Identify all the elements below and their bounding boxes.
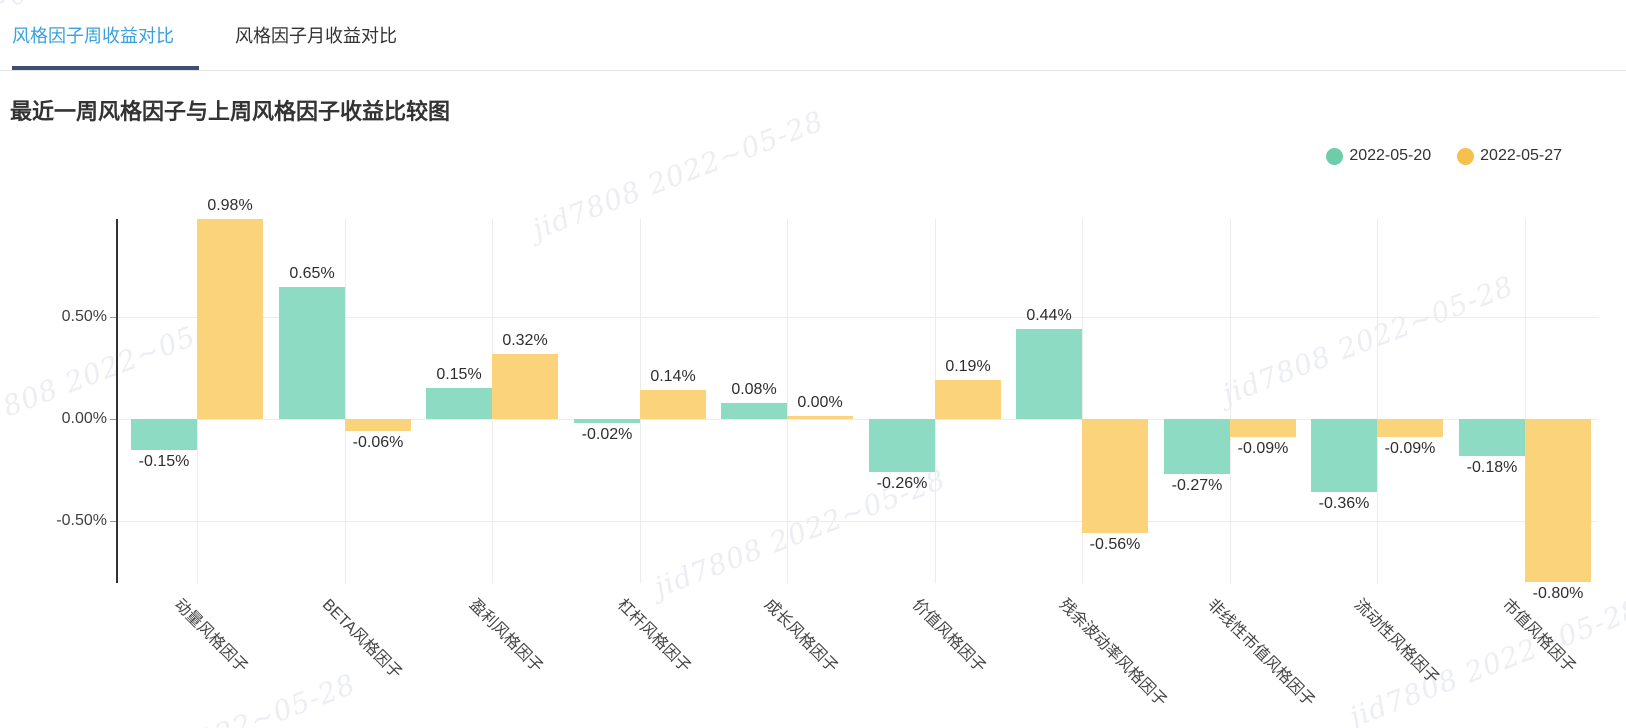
bar-value-label: -0.56% — [1089, 536, 1141, 553]
y-gridline — [117, 521, 1598, 522]
category-gridline — [1082, 219, 1083, 583]
bar-2022-05-27-非线性市值风格因子[interactable] — [1230, 419, 1296, 437]
bar-2022-05-27-盈利风格因子[interactable] — [492, 354, 558, 419]
x-axis-label-非线性市值风格因子: 非线性市值风格因子 — [1203, 596, 1318, 711]
chart-title: 最近一周风格因子与上周风格因子收益比较图 — [10, 99, 451, 124]
x-axis-label-残余波动率风格因子: 残余波动率风格因子 — [1055, 596, 1170, 711]
x-axis-label-盈利风格因子: 盈利风格因子 — [465, 596, 546, 677]
legend-item-2022-05-20[interactable]: 2022-05-20 — [1326, 147, 1431, 165]
bar-value-label: 0.15% — [436, 366, 482, 383]
x-axis-label-流动性风格因子: 流动性风格因子 — [1350, 596, 1442, 688]
bar-2022-05-27-价值风格因子[interactable] — [935, 380, 1001, 419]
bar-value-label: 0.14% — [650, 368, 696, 385]
bar-value-label: -0.09% — [1237, 440, 1289, 457]
bar-value-label: -0.09% — [1384, 440, 1436, 457]
y-axis-label: 0.50% — [61, 308, 107, 325]
bar-value-label: -0.18% — [1466, 459, 1518, 476]
x-axis-label-价值风格因子: 价值风格因子 — [908, 596, 989, 677]
category-gridline — [345, 219, 346, 583]
bar-2022-05-27-残余波动率风格因子[interactable] — [1082, 419, 1148, 533]
tab-weekly-factor-returns[interactable]: 风格因子周收益对比 — [12, 26, 174, 46]
bar-2022-05-20-流动性风格因子[interactable] — [1311, 419, 1377, 492]
bar-2022-05-27-杠杆风格因子[interactable] — [640, 390, 706, 419]
active-tab-underline — [12, 66, 199, 70]
y-gridline — [117, 317, 1598, 318]
bar-value-label: -0.15% — [138, 453, 190, 470]
chart-legend: 2022-05-20 2022-05-27 — [1326, 147, 1562, 165]
bar-2022-05-20-非线性市值风格因子[interactable] — [1164, 419, 1230, 474]
bar-2022-05-20-动量风格因子[interactable] — [131, 419, 197, 450]
legend-item-2022-05-27[interactable]: 2022-05-27 — [1457, 147, 1562, 165]
legend-label: 2022-05-20 — [1349, 147, 1432, 164]
bar-2022-05-27-成长风格因子[interactable] — [787, 416, 853, 419]
bar-value-label: -0.26% — [876, 475, 928, 492]
bar-2022-05-27-动量风格因子[interactable] — [197, 219, 263, 419]
x-axis-label-动量风格因子: 动量风格因子 — [170, 596, 251, 677]
bar-2022-05-20-成长风格因子[interactable] — [721, 403, 787, 419]
bar-value-label: 0.32% — [502, 332, 548, 349]
bar-2022-05-20-杠杆风格因子[interactable] — [574, 419, 640, 423]
bar-value-label: -0.36% — [1318, 495, 1370, 512]
y-axis-tick — [110, 419, 116, 420]
y-axis-label: 0.00% — [61, 410, 107, 427]
bar-value-label: -0.80% — [1532, 585, 1584, 602]
x-axis-label-BETA风格因子: BETA风格因子 — [318, 596, 405, 683]
bar-value-label: 0.08% — [731, 381, 777, 398]
bar-value-label: 0.00% — [797, 394, 843, 411]
bar-2022-05-27-BETA风格因子[interactable] — [345, 419, 411, 431]
y-gridline — [117, 419, 1598, 420]
bar-value-label: -0.27% — [1171, 477, 1223, 494]
bar-2022-05-20-价值风格因子[interactable] — [869, 419, 935, 472]
y-axis-tick — [110, 521, 116, 522]
bar-value-label: 0.19% — [945, 358, 991, 375]
x-axis-label-杠杆风格因子: 杠杆风格因子 — [613, 596, 694, 677]
bar-2022-05-20-残余波动率风格因子[interactable] — [1016, 329, 1082, 419]
bar-value-label: -0.06% — [352, 434, 404, 451]
legend-label: 2022-05-27 — [1480, 147, 1562, 164]
category-gridline — [1230, 219, 1231, 583]
bar-2022-05-27-流动性风格因子[interactable] — [1377, 419, 1443, 437]
bar-value-label: 0.44% — [1026, 307, 1072, 324]
category-gridline — [1377, 219, 1378, 583]
tab-monthly-factor-returns[interactable]: 风格因子月收益对比 — [235, 26, 397, 46]
bar-value-label: 0.98% — [207, 197, 253, 214]
y-axis-line — [116, 219, 118, 583]
x-axis-label-成长风格因子: 成长风格因子 — [760, 596, 841, 677]
category-gridline — [1525, 219, 1526, 583]
bar-value-label: 0.65% — [289, 265, 335, 282]
bar-2022-05-20-市值风格因子[interactable] — [1459, 419, 1525, 456]
bar-value-label: -0.02% — [581, 426, 633, 443]
y-axis-tick — [110, 317, 116, 318]
bar-2022-05-27-市值风格因子[interactable] — [1525, 419, 1591, 582]
legend-dot-icon — [1326, 147, 1344, 165]
y-axis-label: -0.50% — [56, 512, 107, 529]
bar-2022-05-20-盈利风格因子[interactable] — [426, 388, 492, 419]
category-gridline — [787, 219, 788, 583]
legend-dot-icon — [1457, 147, 1475, 165]
x-axis-label-市值风格因子: 市值风格因子 — [1498, 596, 1579, 677]
tab-bar: 风格因子周收益对比 风格因子月收益对比 — [0, 0, 1626, 71]
bar-2022-05-20-BETA风格因子[interactable] — [279, 287, 345, 419]
